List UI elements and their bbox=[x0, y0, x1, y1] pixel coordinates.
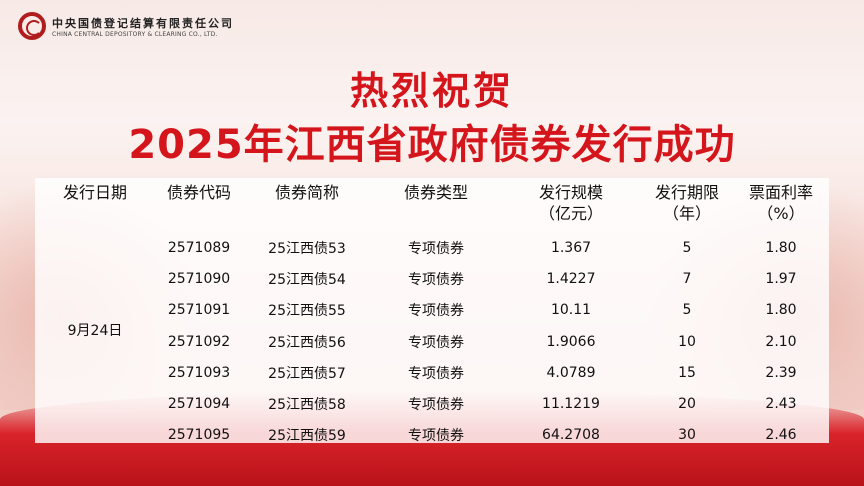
table-cell: 5 bbox=[682, 302, 692, 319]
table-row: 2571095 25江西债59 专项债券 64.2708 30 2.46 bbox=[35, 420, 829, 451]
header-text: （年） bbox=[662, 204, 711, 223]
table-row: 2571090 25江西债54 专项债券 1.4227 7 1.97 bbox=[35, 263, 829, 294]
issue-date: 9月24日 bbox=[67, 323, 123, 339]
logo-cn: 中央国债登记结算有限责任公司 bbox=[52, 16, 234, 30]
title-line1: 热烈祝贺 bbox=[349, 69, 514, 113]
header-text: 票面利率 bbox=[748, 183, 813, 202]
table-cell: 5 bbox=[682, 239, 692, 256]
table-cell: 30 bbox=[678, 427, 696, 444]
header-text: 发行日期 bbox=[62, 183, 127, 202]
table-cell: 25江西债53 bbox=[268, 240, 346, 257]
table-cell: 2571089 bbox=[167, 239, 231, 256]
table-cell: 2571090 bbox=[167, 270, 231, 287]
header-text: （亿元） bbox=[538, 204, 603, 223]
table-header: 发行日期 债券代码 债券简称 债券类型 发行规模 （亿元） 发行期限 （年） 票面利率 （%） bbox=[35, 182, 829, 232]
table-cell: 专项债券 bbox=[408, 397, 464, 414]
header-text: 发行规模 bbox=[538, 183, 603, 202]
table-cell: 2.10 bbox=[765, 333, 797, 350]
table-cell: 11.1219 bbox=[542, 396, 600, 413]
table-cell: 25江西债56 bbox=[268, 334, 346, 351]
table-cell: 2571093 bbox=[167, 364, 231, 381]
table-cell: 1.9066 bbox=[546, 333, 596, 350]
header-cell: 债券简称 bbox=[243, 182, 371, 203]
table-cell: 专项债券 bbox=[408, 240, 464, 257]
table-cell: 25江西债55 bbox=[268, 303, 346, 320]
header-cell: 发行规模 （亿元） bbox=[501, 182, 641, 224]
table-cell: 2571095 bbox=[167, 427, 231, 444]
header-text: （%） bbox=[757, 204, 805, 223]
logo-en: CHINA CENTRAL DEPOSITORY & CLEARING CO.,… bbox=[52, 30, 218, 38]
header-cell: 发行期限 （年） bbox=[641, 182, 733, 224]
table-row: 2571094 25江西债58 专项债券 11.1219 20 2.43 bbox=[35, 388, 829, 419]
header-cell: 债券类型 bbox=[371, 182, 501, 203]
header-text: 债券类型 bbox=[403, 183, 468, 202]
header-text: 债券简称 bbox=[274, 183, 339, 202]
title-line2: 2025年江西省政府债券发行成功 bbox=[128, 122, 736, 168]
table-cell: 25江西债58 bbox=[268, 397, 346, 414]
header-text: 发行期限 bbox=[654, 183, 719, 202]
table-panel bbox=[35, 178, 829, 443]
table-cell: 4.0789 bbox=[546, 364, 596, 381]
table-cell: 25江西债59 bbox=[268, 428, 346, 445]
header-cell: 债券代码 bbox=[155, 182, 243, 203]
table-cell: 2.43 bbox=[765, 396, 797, 413]
header-cell: 票面利率 （%） bbox=[733, 182, 829, 224]
bond-table: 发行日期 债券代码 债券简称 债券类型 发行规模 （亿元） 发行期限 （年） 票面利率 （%） 2… bbox=[35, 182, 829, 451]
table-cell: 2571092 bbox=[167, 333, 231, 350]
table-cell: 1.80 bbox=[765, 239, 797, 256]
table-cell: 15 bbox=[678, 364, 696, 381]
table-cell: 7 bbox=[682, 270, 692, 287]
table-cell: 25江西债54 bbox=[268, 271, 346, 288]
table-cell: 2.46 bbox=[765, 427, 797, 444]
table-cell: 1.367 bbox=[550, 239, 592, 256]
table-cell: 专项债券 bbox=[408, 334, 464, 351]
table-cell: 64.2708 bbox=[542, 427, 600, 444]
table-cell: 1.4227 bbox=[546, 270, 596, 287]
table-cell: 10 bbox=[678, 333, 696, 350]
logo-icon bbox=[18, 12, 46, 40]
table-cell: 2571091 bbox=[167, 302, 231, 319]
table-cell: 20 bbox=[678, 396, 696, 413]
table-cell: 1.97 bbox=[765, 270, 797, 287]
header-cell: 发行日期 bbox=[35, 182, 155, 203]
table-row: 2571092 25江西债56 专项债券 1.9066 10 2.10 bbox=[35, 326, 829, 357]
table-cell: 10.11 bbox=[550, 302, 592, 319]
table-row: 2571093 25江西债57 专项债券 4.0789 15 2.39 bbox=[35, 357, 829, 388]
table-cell: 2571094 bbox=[167, 396, 231, 413]
table-cell: 专项债券 bbox=[408, 428, 464, 445]
table-cell: 专项债券 bbox=[408, 365, 464, 382]
header-text: 债券代码 bbox=[166, 183, 231, 202]
table-cell: 专项债券 bbox=[408, 303, 464, 320]
table-row: 2571089 25江西债53 专项债券 1.367 5 1.80 bbox=[35, 232, 829, 263]
table-cell: 25江西债57 bbox=[268, 365, 346, 382]
table-cell: 2.39 bbox=[765, 364, 797, 381]
logo: 中央国债登记结算有限责任公司 CHINA CENTRAL DEPOSITORY … bbox=[18, 12, 234, 40]
table-cell: 1.80 bbox=[765, 302, 797, 319]
table-row: 2571091 25江西债55 专项债券 10.11 5 1.80 bbox=[35, 295, 829, 326]
table-cell: 专项债券 bbox=[408, 271, 464, 288]
